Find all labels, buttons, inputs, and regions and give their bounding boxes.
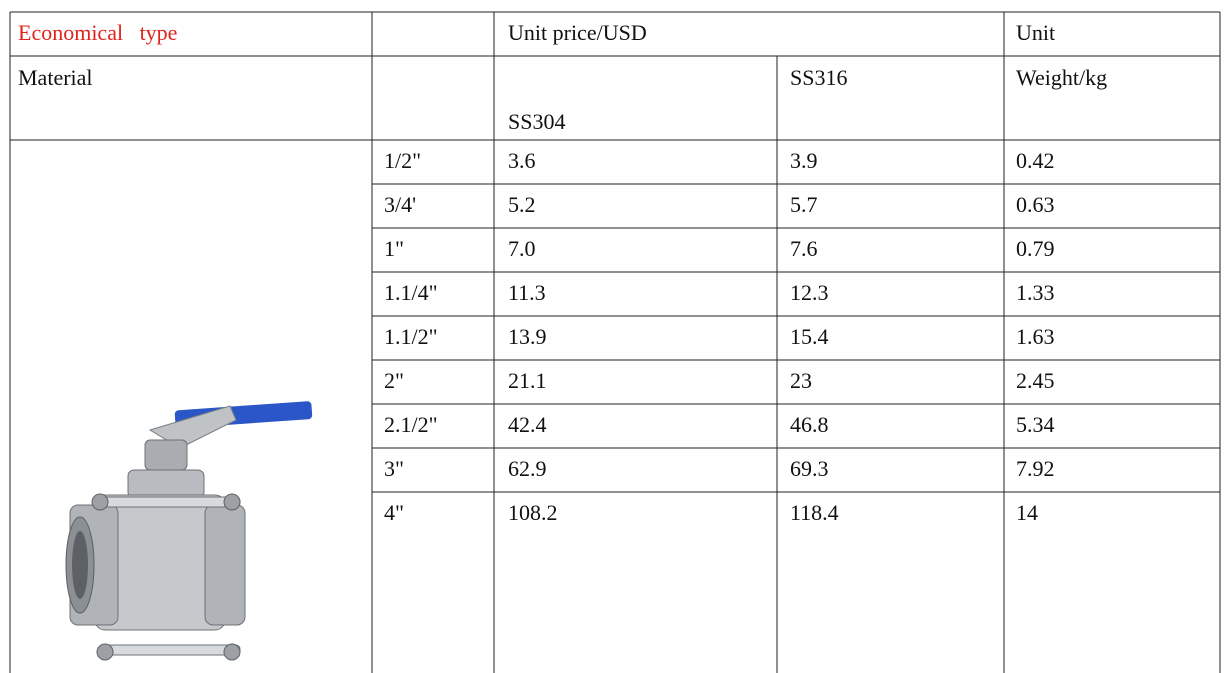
value-cell: 0.63 bbox=[1016, 192, 1055, 217]
value-cell: 5.2 bbox=[508, 192, 536, 217]
size-cell: 2.1/2" bbox=[384, 412, 438, 437]
header-cell: SS316 bbox=[790, 65, 847, 90]
value-cell: 15.4 bbox=[790, 324, 829, 349]
value-cell: 108.2 bbox=[508, 500, 558, 525]
value-cell: 13.9 bbox=[508, 324, 547, 349]
size-cell: 1.1/2" bbox=[384, 324, 438, 349]
size-cell: 4" bbox=[384, 500, 404, 525]
table-title: Economical type bbox=[18, 20, 177, 45]
value-cell: 12.3 bbox=[790, 280, 829, 305]
value-cell: 2.45 bbox=[1016, 368, 1055, 393]
size-cell: 2" bbox=[384, 368, 404, 393]
value-cell: 7.92 bbox=[1016, 456, 1055, 481]
size-cell: 3/4' bbox=[384, 192, 416, 217]
value-cell: 23 bbox=[790, 368, 812, 393]
value-cell: 7.0 bbox=[508, 236, 536, 261]
value-cell: 3.6 bbox=[508, 148, 536, 173]
size-cell: 1.1/4" bbox=[384, 280, 438, 305]
value-cell: 1.63 bbox=[1016, 324, 1055, 349]
header-cell: Unit price/USD bbox=[508, 20, 647, 45]
value-cell: 5.34 bbox=[1016, 412, 1055, 437]
price-table: Economical type Unit price/USD Unit Mate… bbox=[0, 0, 1230, 673]
value-cell: 62.9 bbox=[508, 456, 547, 481]
size-cell: 3" bbox=[384, 456, 404, 481]
value-cell: 5.7 bbox=[790, 192, 818, 217]
value-cell: 21.1 bbox=[508, 368, 547, 393]
value-cell: 0.42 bbox=[1016, 148, 1055, 173]
header-cell: Weight/kg bbox=[1016, 65, 1107, 90]
value-cell: 14 bbox=[1016, 500, 1038, 525]
header-cell: SS304 bbox=[508, 109, 565, 134]
size-cell: 1/2" bbox=[384, 148, 421, 173]
value-cell: 69.3 bbox=[790, 456, 829, 481]
size-cell: 1" bbox=[384, 236, 404, 261]
value-cell: 7.6 bbox=[790, 236, 818, 261]
value-cell: 118.4 bbox=[790, 500, 839, 525]
value-cell: 11.3 bbox=[508, 280, 546, 305]
value-cell: 46.8 bbox=[790, 412, 829, 437]
ball-valve-image bbox=[66, 401, 312, 660]
header-cell: Unit bbox=[1016, 20, 1055, 45]
value-cell: 3.9 bbox=[790, 148, 818, 173]
value-cell: 0.79 bbox=[1016, 236, 1055, 261]
value-cell: 1.33 bbox=[1016, 280, 1055, 305]
table-body: 1/2" 3.6 3.9 0.42 3/4' 5.2 5.7 0.63 1" 7.0 7.6 0.79… bbox=[372, 148, 1220, 525]
value-cell: 42.4 bbox=[508, 412, 547, 437]
header-cell: Material bbox=[18, 65, 93, 90]
